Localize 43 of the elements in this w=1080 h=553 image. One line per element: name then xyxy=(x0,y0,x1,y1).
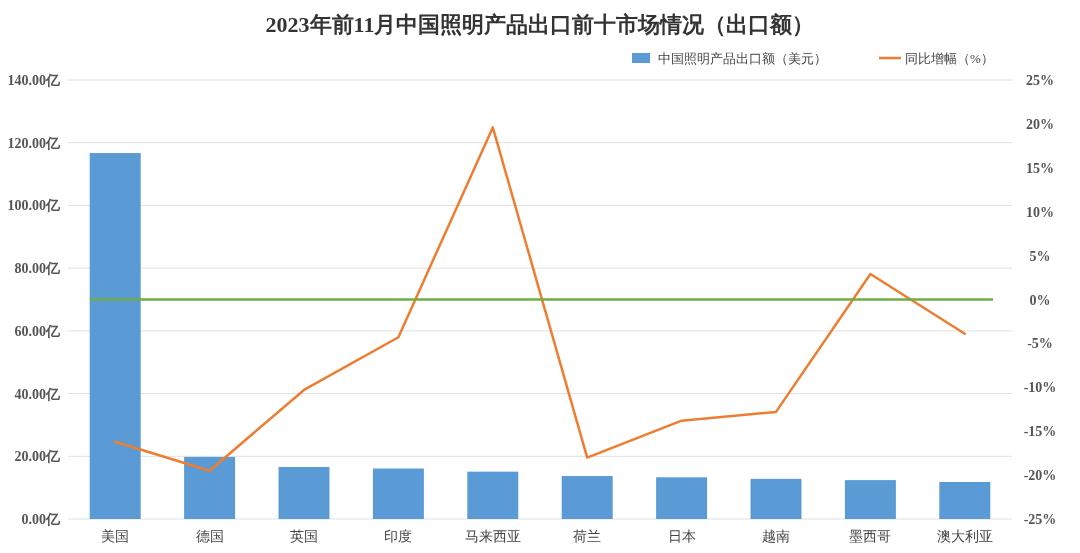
y2-tick-label: -15% xyxy=(1023,424,1057,440)
y-tick-label: 60.00亿 xyxy=(14,323,61,339)
y-tick-label: 120.00亿 xyxy=(7,135,61,151)
y-tick-label: 80.00亿 xyxy=(14,261,61,277)
y2-tick-label: 10% xyxy=(1026,204,1054,220)
bar xyxy=(656,477,708,519)
y-tick-label: 40.00亿 xyxy=(14,386,61,402)
y-tick-label: 20.00亿 xyxy=(14,449,61,465)
x-tick-label: 美国 xyxy=(101,529,130,544)
y2-tick-label: 25% xyxy=(1026,73,1054,88)
y-tick-label: 100.00亿 xyxy=(7,198,61,214)
bar xyxy=(844,480,896,519)
x-tick-label: 英国 xyxy=(290,529,318,544)
x-tick-label: 荷兰 xyxy=(573,529,602,544)
bar xyxy=(278,466,330,519)
x-tick-label: 德国 xyxy=(195,529,224,544)
y-tick-label: 0.00亿 xyxy=(21,512,61,527)
bar xyxy=(750,478,802,519)
x-tick-label: 印度 xyxy=(384,529,413,544)
y2-tick-label: 0% xyxy=(1029,292,1051,308)
x-tick-label: 马来西亚 xyxy=(464,529,521,544)
y2-tick-label: 15% xyxy=(1026,160,1054,176)
bar xyxy=(372,468,424,519)
y2-tick-label: 5% xyxy=(1029,248,1051,264)
x-tick-label: 澳大利亚 xyxy=(936,529,993,544)
bar xyxy=(89,153,141,519)
y2-tick-label: -5% xyxy=(1027,336,1053,352)
x-tick-label: 日本 xyxy=(667,529,696,544)
line-series xyxy=(113,126,967,472)
x-tick-label: 墨西哥 xyxy=(849,529,892,544)
y2-tick-label: -25% xyxy=(1023,512,1057,527)
bar xyxy=(184,456,236,519)
y2-tick-label: -10% xyxy=(1023,380,1057,396)
x-tick-label: 越南 xyxy=(762,529,790,544)
y2-tick-label: 20% xyxy=(1026,116,1054,132)
chart-title: 2023年前11月中国照明产品出口前十市场情况（出口额） xyxy=(265,12,815,37)
legend-label: 中国照明产品出口额（美元） xyxy=(658,51,827,66)
bar xyxy=(939,482,991,519)
y-tick-label: 140.00亿 xyxy=(7,73,61,88)
bar xyxy=(467,471,519,519)
bar xyxy=(561,476,613,519)
legend-label: 同比增幅（%） xyxy=(905,51,994,66)
y2-tick-label: -20% xyxy=(1023,468,1057,484)
